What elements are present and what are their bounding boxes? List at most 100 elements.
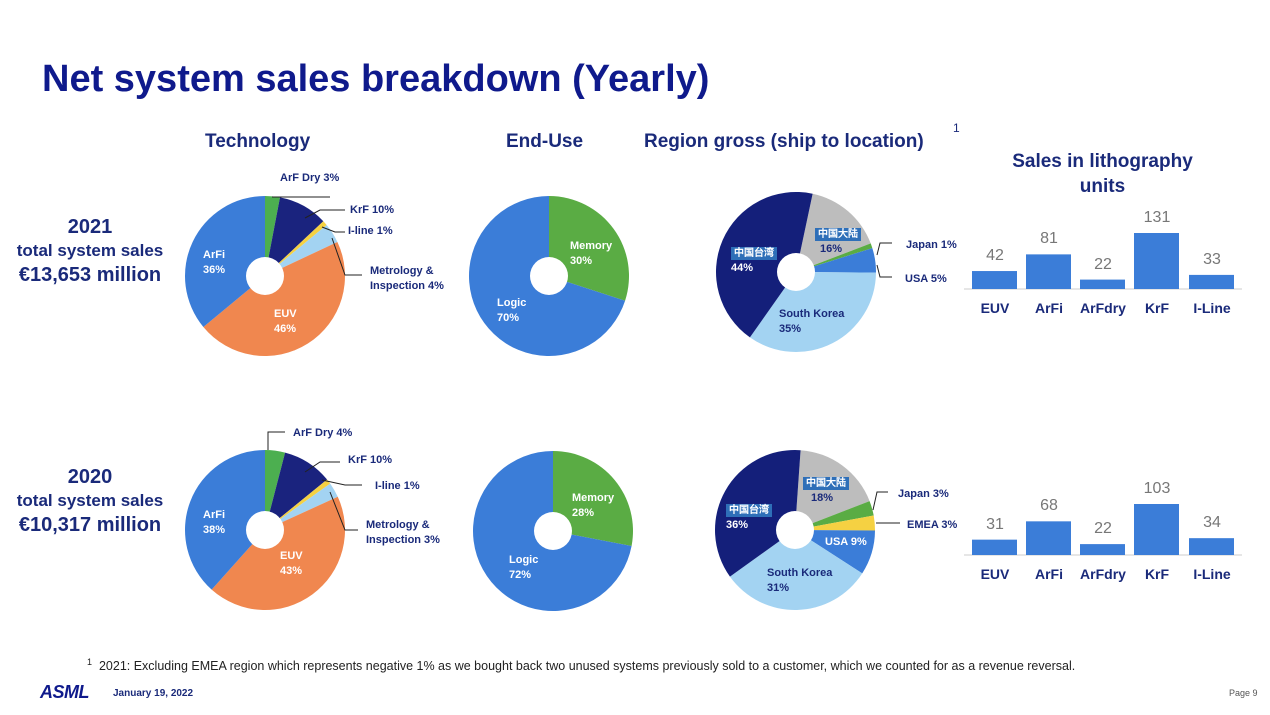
bar-category-label: EUV (980, 566, 1010, 582)
pie-slice-arf-dry (265, 196, 280, 276)
pie-chart (185, 196, 345, 357)
footer-date: January 19, 2022 (113, 688, 194, 699)
bar-value-label: 68 (1040, 497, 1058, 515)
year-block-2020: 2020 total system sales €10,317 million (5, 465, 175, 537)
label-krf-2021: KrF 10% (350, 204, 395, 216)
year-label: total system sales (16, 491, 164, 510)
label-iline-2021: I-line 1% (348, 225, 393, 237)
label-euv-2020: EUV 43% (280, 550, 303, 577)
leader-line (876, 242, 892, 256)
bar-i-line (1189, 274, 1234, 289)
pie-slice-emea (795, 515, 875, 531)
bar-category-label: I-Line (1193, 300, 1231, 316)
pie-slice-memory (553, 451, 633, 546)
year-amount: €13,653 million (18, 264, 162, 286)
label-euv-2021: EUV 46% (274, 308, 297, 335)
bar-category-label: I-Line (1193, 566, 1231, 582)
label-china-2021: 中国大陆 16% (815, 227, 861, 257)
bar-category-label: KrF (1144, 300, 1170, 316)
pie-slice-memory (549, 196, 629, 301)
bar-value-label: 22 (1094, 255, 1112, 273)
pie-hole (777, 253, 815, 291)
bar-value-label: 22 (1094, 520, 1112, 538)
pie-slice-- (795, 450, 870, 530)
page-number: Page 9 (1229, 688, 1258, 698)
pie-slice-metrology-inspection (265, 483, 338, 530)
year: 2020 (67, 466, 113, 488)
asml-logo: ASML (40, 682, 90, 702)
bar-arfdry (1080, 544, 1125, 555)
footnote-text: 2021: Excluding EMEA region which repres… (98, 659, 1076, 674)
year-block-2021: 2021 total system sales €13,653 million (5, 215, 175, 287)
pie-slice-south-korea (749, 272, 876, 352)
pie-hole (776, 511, 814, 549)
bar-value-label: 42 (986, 247, 1004, 265)
pie-slice-usa (796, 248, 876, 273)
pie-chart (185, 450, 346, 611)
label-taiwan-2020: 中国台湾 36% (726, 503, 772, 533)
footnote-mark: 1 (953, 121, 960, 135)
pie-slice-metrology-inspection (265, 225, 338, 276)
pie-chart (715, 450, 875, 610)
bar-euv (972, 539, 1017, 555)
bar-value-label: 33 (1203, 250, 1221, 268)
bar-value-label: 103 (1143, 480, 1171, 497)
year-label: total system sales (16, 241, 164, 260)
pie-slice-i-line (265, 479, 331, 530)
pie-chart (469, 196, 629, 357)
pie-slice-- (716, 191, 813, 338)
bar-value-label: 34 (1203, 514, 1221, 532)
pie-hole (530, 257, 568, 295)
footnote: 1 2021: Excluding EMEA region which repr… (87, 657, 1075, 673)
pie-hole (534, 512, 572, 550)
bar-euv (972, 271, 1017, 289)
bar-category-label: ArFi (1035, 566, 1063, 582)
leader-line (329, 491, 358, 531)
label-memory-2020: Memory 28% (572, 492, 615, 519)
pie-slice-euv (211, 496, 346, 611)
pie-slice-euv (203, 241, 345, 357)
pie-hole (246, 511, 284, 549)
bar-krf (1134, 504, 1179, 555)
header-end-use: End-Use (506, 131, 584, 152)
leader-line (304, 461, 340, 473)
leader-line (321, 226, 345, 233)
label-iline-2020: I-line 1% (375, 480, 420, 492)
label-metrology-2020: Metrology & Inspection 3% (366, 519, 440, 546)
bar-value-label: 131 (1143, 209, 1171, 226)
leader-line (872, 491, 888, 511)
label-krf-2020: KrF 10% (348, 454, 393, 466)
bar-arfi (1026, 254, 1071, 289)
label-japan-2020: Japan 3% (898, 488, 949, 500)
label-metrology-2021: Metrology & Inspection 4% (370, 265, 444, 292)
label-japan-2021: Japan 1% (906, 239, 957, 251)
label-memory-2021: Memory 30% (570, 240, 613, 267)
bar-krf (1134, 233, 1179, 289)
bar-value-label: 31 (986, 515, 1004, 533)
label-korea-2021: South Korea 35% (779, 308, 845, 335)
label-emea-2020: EMEA 3% (907, 519, 958, 531)
pie-chart (473, 451, 633, 611)
footnote-mark: 1 (87, 657, 93, 667)
page-title: Net system sales breakdown (Yearly) (42, 58, 710, 100)
pie-slice-arf-dry (265, 450, 286, 530)
bar-category-label: ArFi (1035, 300, 1063, 316)
header-region: Region gross (ship to location) (644, 131, 924, 152)
leader-line (331, 237, 362, 276)
year-amount: €10,317 million (18, 514, 162, 536)
label-logic-2021: Logic 70% (497, 297, 527, 324)
leader-line (876, 264, 892, 278)
pie-slice-arfi (185, 196, 265, 327)
bar-arfi (1026, 521, 1071, 555)
bar-category-label: ArFdry (1080, 300, 1126, 316)
pie-hole (246, 257, 284, 295)
label-korea-2020: South Korea 31% (767, 567, 833, 594)
pie-slice-krf (265, 452, 328, 530)
bar-category-label: EUV (980, 300, 1010, 316)
leader-line (321, 479, 362, 486)
pie-slice-usa (795, 530, 875, 574)
header-units: Sales in lithography units (1012, 151, 1193, 197)
pie-slice-south-korea (729, 530, 863, 610)
pie-slice-japan (795, 501, 874, 530)
